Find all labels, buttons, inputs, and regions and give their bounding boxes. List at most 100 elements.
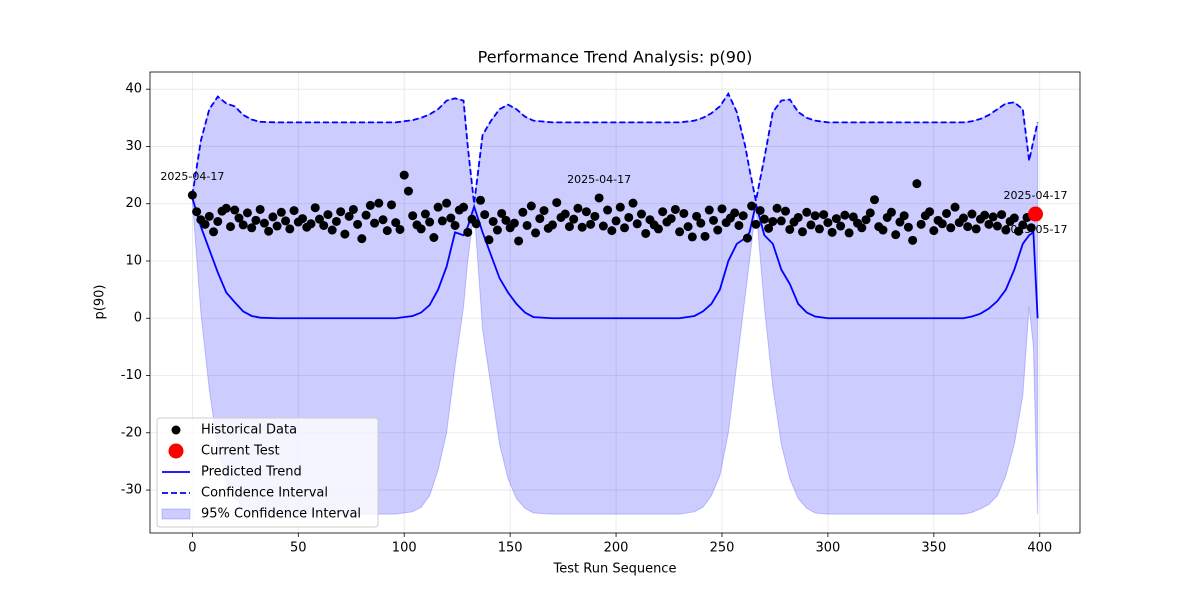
data-point [323,210,333,220]
data-point [980,210,990,220]
data-point [912,179,922,189]
legend-box [156,417,379,528]
data-point [488,216,498,226]
data-point [560,209,570,219]
data-point [564,222,574,232]
data-point [230,205,240,215]
data-point [992,221,1002,231]
x-tick-label: 50 [290,541,307,556]
data-point [844,228,854,238]
legend-label: Confidence Interval [201,486,328,501]
data-point [692,211,702,221]
data-point [548,220,558,230]
data-point [819,210,829,220]
data-point [751,219,761,229]
data-point [264,226,274,236]
data-point [340,229,350,239]
data-point [886,207,896,217]
data-point [344,211,354,221]
data-point [607,226,617,236]
data-point [730,208,740,218]
data-point [895,217,905,227]
data-point [586,219,596,229]
data-point [535,214,545,224]
data-point [696,218,706,228]
data-point [577,222,587,232]
data-point [433,202,443,212]
data-point [747,201,757,211]
data-point [272,221,282,231]
legend-label: 95% Confidence Interval [201,507,361,522]
data-point [497,208,507,218]
x-tick-label: 200 [604,541,629,556]
data-point [370,218,380,228]
data-point [831,214,841,224]
data-point [971,224,981,234]
data-point [759,214,769,224]
legend-label: Current Test [201,444,280,459]
data-point [251,215,261,225]
data-point [963,222,973,232]
y-tick-label: -20 [121,425,142,440]
data-point [226,222,236,232]
data-point [429,233,439,243]
data-point [391,218,401,228]
data-point [984,219,994,229]
data-point [539,206,549,216]
data-point [988,212,998,222]
annotation: 2025-04-17 [1004,189,1068,202]
data-point [357,234,367,244]
interval-line [191,91,1039,204]
data-point [463,227,473,237]
y-tick-label: 10 [125,253,142,268]
data-point [518,207,528,217]
data-point [683,222,693,232]
data-point [382,226,392,236]
data-point [636,209,646,219]
data-point [768,216,778,226]
data-point [670,204,680,214]
data-point [492,225,502,235]
data-point [598,221,608,231]
data-point [997,210,1007,220]
data-point [247,223,257,233]
x-tick-label: 0 [188,541,196,556]
data-point [209,227,219,237]
data-point [192,207,202,217]
data-point [628,198,638,208]
data-point [475,195,485,205]
y-tick-label: 0 [134,311,142,326]
data-point [187,190,197,200]
data-point [1028,206,1044,222]
data-point [1001,225,1011,235]
data-point [213,216,223,226]
data-point [331,216,341,226]
data-point [797,227,807,237]
data-point [425,217,435,227]
data-point [590,211,600,221]
annotation: 2025-05-17 [1004,223,1068,236]
x-tick-label: 300 [815,541,840,556]
data-point [242,208,252,218]
data-point [259,218,269,228]
legend-marker [171,425,181,435]
data-point [594,193,604,203]
data-point [204,211,214,221]
data-point [285,224,295,234]
data-point [408,211,418,221]
data-point [361,210,371,220]
data-point [857,223,867,233]
data-point [268,212,278,222]
x-tick-label: 150 [498,541,523,556]
legend-label: Predicted Trend [201,465,302,480]
data-point [365,200,375,210]
data-point [1018,220,1028,230]
data-point [319,220,329,230]
data-point [908,235,918,245]
x-tick-label: 350 [921,541,946,556]
data-point [942,208,952,218]
chart-title: Performance Trend Analysis: p(90) [478,48,753,67]
data-point [950,202,960,212]
data-point [713,225,723,235]
data-point [848,212,858,222]
